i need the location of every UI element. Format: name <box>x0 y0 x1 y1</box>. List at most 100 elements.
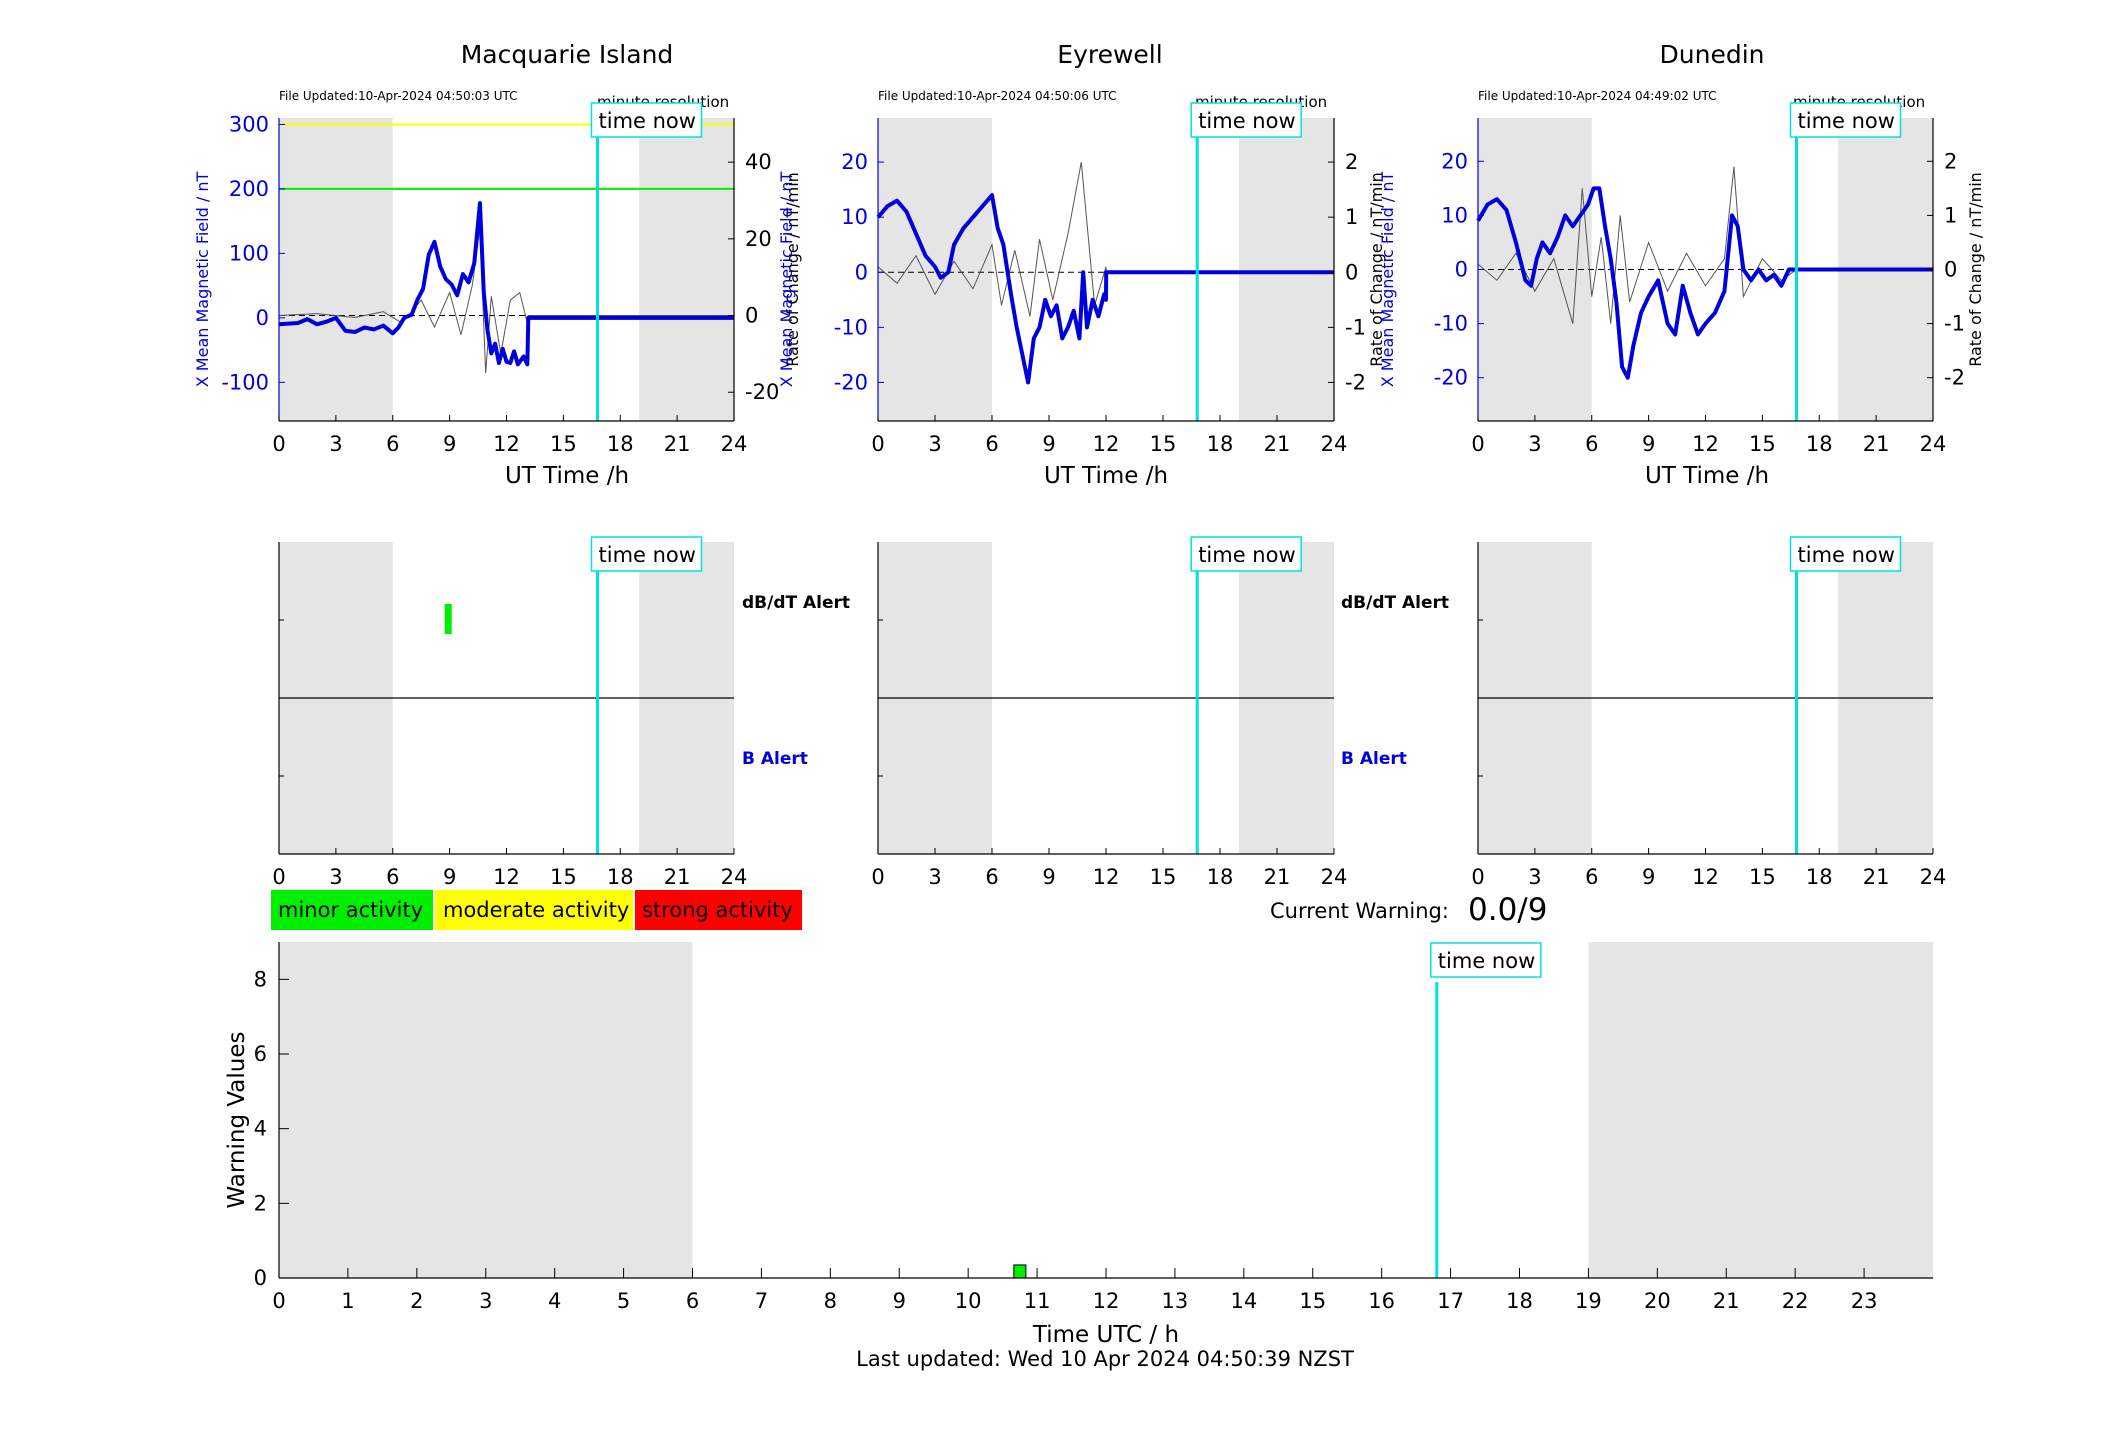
x-tick-label: 6 <box>386 865 399 889</box>
y-axis-label: X Mean Magnetic Field / nT <box>777 172 796 388</box>
y2-tick-label: 1 <box>1345 205 1358 229</box>
station-title: Macquarie Island <box>461 40 674 69</box>
time-now-label: time now <box>1438 949 1535 973</box>
x-tick-label: 0 <box>871 432 884 456</box>
current-warning-label: Current Warning: <box>1270 899 1449 923</box>
rate-series-line <box>1477 166 1933 324</box>
y2-tick-label: -1 <box>1944 312 1965 336</box>
x-tick-label: 9 <box>1042 432 1055 456</box>
x-tick-label: 18 <box>607 865 634 889</box>
time-now-box <box>1789 536 1902 572</box>
legend-minor-swatch <box>271 890 433 930</box>
y2-axis-label: Rate of Change / nT/min <box>1367 172 1386 367</box>
timeseries-plot: time now 0 3 6 9 12 15 18 21 24 -100 0 100 200 300 -20 0… <box>193 102 802 489</box>
x-tick-label: 0 <box>272 432 285 456</box>
x-tick-label: 21 <box>1264 432 1291 456</box>
time-now-label: time now <box>599 543 696 567</box>
alert-panel-macquarie: time now 0 3 6 9 12 15 18 21 24 dB/dT Alert B Alert <box>272 536 850 889</box>
field-series-line <box>278 201 734 367</box>
x-tick-label: 12 <box>1692 865 1719 889</box>
y-tick-label: 200 <box>229 177 269 201</box>
x-tick-label: 15 <box>1749 865 1776 889</box>
x-tick-label: 19 <box>1575 1289 1602 1313</box>
x-tick-label: 16 <box>1368 1289 1395 1313</box>
x-tick-label: 0 <box>871 865 884 889</box>
night-shade <box>1239 118 1334 421</box>
x-tick-label: 18 <box>1207 432 1234 456</box>
x-tick-label: 23 <box>1851 1289 1878 1313</box>
x-tick-label: 9 <box>893 1289 906 1313</box>
station-panel-eyrewell: Eyrewell File Updated:10-Apr-2024 04:50:… <box>777 40 1386 489</box>
station-title: Dunedin <box>1660 40 1765 69</box>
y-tick-label: -20 <box>834 370 868 394</box>
x-tick-label: 17 <box>1437 1289 1464 1313</box>
time-now-box <box>590 102 703 138</box>
file-updated-label: File Updated:10-Apr-2024 04:49:02 UTC <box>1478 89 1717 103</box>
x-tick-label: 12 <box>493 432 520 456</box>
x-tick-label: 12 <box>1093 432 1120 456</box>
x-tick-label: 14 <box>1230 1289 1257 1313</box>
x-axis-label: UT Time /h <box>1044 463 1168 489</box>
x-tick-label: 12 <box>1093 1289 1120 1313</box>
x-tick-label: 18 <box>1506 1289 1533 1313</box>
x-tick-label: 12 <box>493 865 520 889</box>
y-tick-label: 8 <box>254 967 267 991</box>
legend-moderate-swatch <box>435 890 633 930</box>
y-tick-label: -10 <box>834 315 868 339</box>
x-tick-label: 15 <box>1150 432 1177 456</box>
x-tick-label: 24 <box>721 432 748 456</box>
y2-axis-label: Rate of Change / nT/min <box>1966 172 1985 367</box>
y2-tick-label: -20 <box>745 380 779 404</box>
x-tick-label: 3 <box>329 865 342 889</box>
night-shade <box>279 118 393 421</box>
y2-tick-label: 0 <box>1944 258 1957 282</box>
x-tick-label: 8 <box>824 1289 837 1313</box>
x-tick-label: 3 <box>1528 865 1541 889</box>
x-tick-label: 15 <box>1299 1289 1326 1313</box>
x-tick-label: 4 <box>548 1289 561 1313</box>
time-now-box <box>1190 102 1302 138</box>
y-tick-label: 0 <box>254 1266 267 1290</box>
y-tick-label: 4 <box>254 1117 267 1141</box>
time-now-box <box>1789 102 1902 138</box>
last-updated-label: Last updated: Wed 10 Apr 2024 04:50:39 N… <box>856 1347 1354 1371</box>
x-tick-label: 9 <box>443 865 456 889</box>
x-tick-label: 7 <box>755 1289 768 1313</box>
y-tick-label: 0 <box>855 260 868 284</box>
y2-tick-label: 0 <box>1345 260 1358 284</box>
legend-minor-label: minor activity <box>278 898 423 922</box>
night-shade <box>279 942 693 1278</box>
x-tick-label: 9 <box>1042 865 1055 889</box>
y-tick-label: -100 <box>221 370 269 394</box>
x-tick-label: 2 <box>410 1289 423 1313</box>
x-tick-label: 20 <box>1644 1289 1671 1313</box>
file-updated-label: File Updated:10-Apr-2024 04:50:06 UTC <box>878 89 1117 103</box>
x-tick-label: 15 <box>1749 432 1776 456</box>
y-tick-label: 0 <box>256 306 269 330</box>
y-axis-label: X Mean Magnetic Field / nT <box>193 172 212 388</box>
legend-moderate-label: moderate activity <box>443 898 629 922</box>
x-tick-label: 6 <box>686 1289 699 1313</box>
alert-row-label: B Alert <box>1341 749 1407 769</box>
alert-mark <box>444 604 452 634</box>
y2-tick-label: -2 <box>1345 370 1366 394</box>
time-now-label: time now <box>1198 109 1295 133</box>
alert-row-label: B Alert <box>742 749 808 769</box>
x-tick-label: 18 <box>1207 865 1234 889</box>
x-tick-label: 13 <box>1162 1289 1189 1313</box>
x-tick-label: 15 <box>550 432 577 456</box>
y-tick-label: 100 <box>229 241 269 265</box>
station-panel-dunedin: Dunedin File Updated:10-Apr-2024 04:49:0… <box>1378 40 1985 489</box>
time-now-label: time now <box>1198 543 1295 567</box>
time-now-label: time now <box>1798 543 1895 567</box>
y2-axis-label: Rate of Change / nT/min <box>783 172 802 367</box>
x-tick-label: 18 <box>607 432 634 456</box>
legend-strong-swatch <box>635 890 802 930</box>
x-tick-label: 15 <box>550 865 577 889</box>
alert-panel-eyrewell: time now 0 3 6 9 12 15 18 21 24 dB/dT Alert B Alert <box>871 536 1449 889</box>
time-now-box <box>1430 942 1542 978</box>
x-tick-label: 3 <box>479 1289 492 1313</box>
